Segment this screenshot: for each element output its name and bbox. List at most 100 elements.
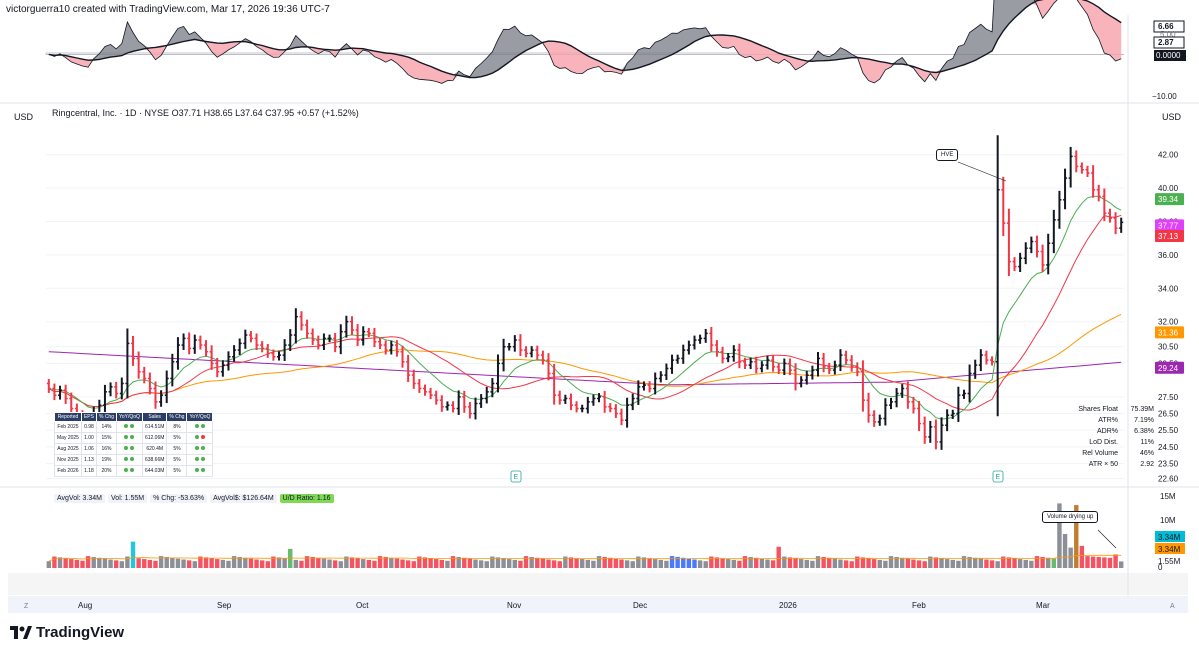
ohlc-bar bbox=[978, 349, 983, 372]
earnings-cell: May 2025 bbox=[54, 432, 82, 444]
volume-bar bbox=[271, 556, 276, 568]
ohlc-bar bbox=[922, 416, 927, 444]
volume-bar bbox=[810, 560, 815, 568]
volume-axis-label: 10M bbox=[1160, 516, 1176, 525]
ohlc-bar bbox=[1074, 150, 1079, 173]
ohlc-bar bbox=[995, 135, 1000, 417]
volume-bar bbox=[669, 556, 675, 568]
ohlc-bar bbox=[226, 351, 231, 371]
volume-bar bbox=[501, 558, 506, 568]
ohlc-bar bbox=[585, 396, 590, 414]
volume-bar bbox=[765, 559, 770, 568]
stats-panel: Shares Float 75.39M ATR% 7.19% ADR% 6.38% LoD … bbox=[1058, 404, 1154, 470]
ohlc-bar bbox=[546, 353, 551, 381]
volume-bar bbox=[175, 558, 181, 568]
ohlc-bar bbox=[58, 385, 63, 400]
ohlc-bar bbox=[220, 360, 225, 377]
earnings-header-cell: % Chg bbox=[95, 412, 118, 422]
osc-above-fill bbox=[46, 0, 1122, 78]
ohlc-bar bbox=[164, 370, 169, 404]
volume-bar bbox=[1001, 556, 1006, 568]
ohlc-bar bbox=[1068, 146, 1073, 188]
earnings-cell: 614.51M bbox=[141, 421, 168, 433]
earnings-cell: 644.03M bbox=[141, 465, 168, 477]
volume-bar bbox=[1085, 556, 1090, 568]
volume-bar bbox=[231, 556, 237, 568]
chart-background bbox=[0, 15, 1199, 615]
volume-bar bbox=[394, 558, 400, 568]
volume-axis-label: 15M bbox=[1160, 492, 1176, 501]
ohlc-bar bbox=[900, 384, 905, 398]
volume-bar bbox=[411, 561, 416, 568]
ohlc-bar bbox=[153, 381, 158, 409]
symbol-name[interactable]: Ringcentral, Inc. · 1D · NYSE bbox=[52, 108, 170, 118]
tradingview-logo[interactable]: TradingView bbox=[10, 624, 124, 641]
ohlc-bar bbox=[192, 334, 197, 354]
earnings-cell: 20% bbox=[95, 465, 118, 477]
price-tag bbox=[1155, 361, 1184, 374]
earnings-cell: 19% bbox=[95, 454, 118, 466]
volume-bar bbox=[787, 557, 793, 568]
ma50-line bbox=[48, 313, 1122, 408]
volume-bar bbox=[327, 559, 332, 568]
volume-bar bbox=[102, 558, 108, 568]
earnings-marker bbox=[510, 470, 522, 483]
volume-bar bbox=[714, 557, 720, 568]
ohlc-bar bbox=[63, 384, 68, 404]
volume-bar bbox=[978, 558, 984, 568]
price-tick-label: 23.50 bbox=[1158, 460, 1179, 469]
time-axis-label: Dec bbox=[633, 601, 647, 610]
volume-bar bbox=[686, 558, 692, 568]
ohlc-bar bbox=[327, 334, 332, 343]
stat-value: 7.19% bbox=[1134, 417, 1154, 424]
volume-bar bbox=[383, 556, 388, 568]
ohlc-bar bbox=[524, 346, 529, 358]
volume-bar bbox=[243, 557, 248, 568]
ohlc-bar bbox=[434, 390, 439, 405]
volume-bar bbox=[591, 560, 596, 568]
ohlc-bar bbox=[714, 340, 719, 357]
ohlc-bar bbox=[574, 401, 579, 413]
stat-row: ATR × 50 2.92 bbox=[1058, 459, 1154, 470]
ohlc-bar bbox=[1085, 165, 1090, 177]
price-tick-label: 22.60 bbox=[1158, 475, 1179, 484]
status-dot-icon bbox=[130, 457, 135, 461]
stat-label: Shares Float bbox=[1078, 406, 1118, 413]
volume-bar bbox=[1023, 559, 1028, 568]
stat-label: ATR% bbox=[1098, 417, 1118, 424]
ohlc-bar bbox=[552, 364, 557, 405]
volume-bar bbox=[170, 557, 175, 568]
ohlc-bar bbox=[827, 362, 832, 375]
volume-bar bbox=[130, 541, 136, 568]
volume-bar bbox=[956, 560, 961, 568]
price-tick-label: 26.50 bbox=[1158, 410, 1179, 419]
volume-legend-item: U/D Ratio: 1.16 bbox=[279, 494, 334, 503]
earnings-flag-cell bbox=[186, 454, 214, 466]
hve-annotation[interactable]: HVE bbox=[936, 149, 959, 161]
status-dot-icon bbox=[200, 424, 205, 428]
volume-bar bbox=[332, 560, 338, 568]
earnings-header-row: Reported EPS% Chg YoY/QoQ Sales% Chg YoY/QoQ bbox=[54, 412, 214, 422]
ohlc-bar bbox=[1063, 168, 1068, 210]
ohlc-bar bbox=[372, 327, 377, 348]
ohlc-bar bbox=[310, 328, 315, 345]
volume-bar bbox=[349, 557, 355, 568]
status-dot-icon bbox=[200, 468, 205, 472]
volume-annotation[interactable]: Volume drying up bbox=[1042, 511, 1099, 523]
volume-bar bbox=[1118, 561, 1124, 568]
ohlc-bar bbox=[821, 353, 826, 373]
ohlc-bar bbox=[630, 393, 635, 411]
ohlc-bar bbox=[731, 345, 736, 362]
ohlc-bar bbox=[956, 386, 961, 422]
volume-annotation-pointer bbox=[1097, 529, 1117, 549]
volume-bar bbox=[1102, 557, 1107, 568]
ohlc-values: O37.71 H38.65 L37.64 C37.95 +0.57 (+1.52… bbox=[171, 108, 359, 118]
volume-bar bbox=[821, 556, 826, 568]
earnings-header-cell: % Chg bbox=[166, 412, 188, 422]
ohlc-bar bbox=[142, 366, 147, 384]
price-tick-label: 30.50 bbox=[1158, 343, 1179, 352]
earnings-cell: 1.13 bbox=[80, 454, 97, 466]
ohlc-bar bbox=[535, 345, 540, 360]
earnings-flag-cell bbox=[116, 421, 143, 433]
